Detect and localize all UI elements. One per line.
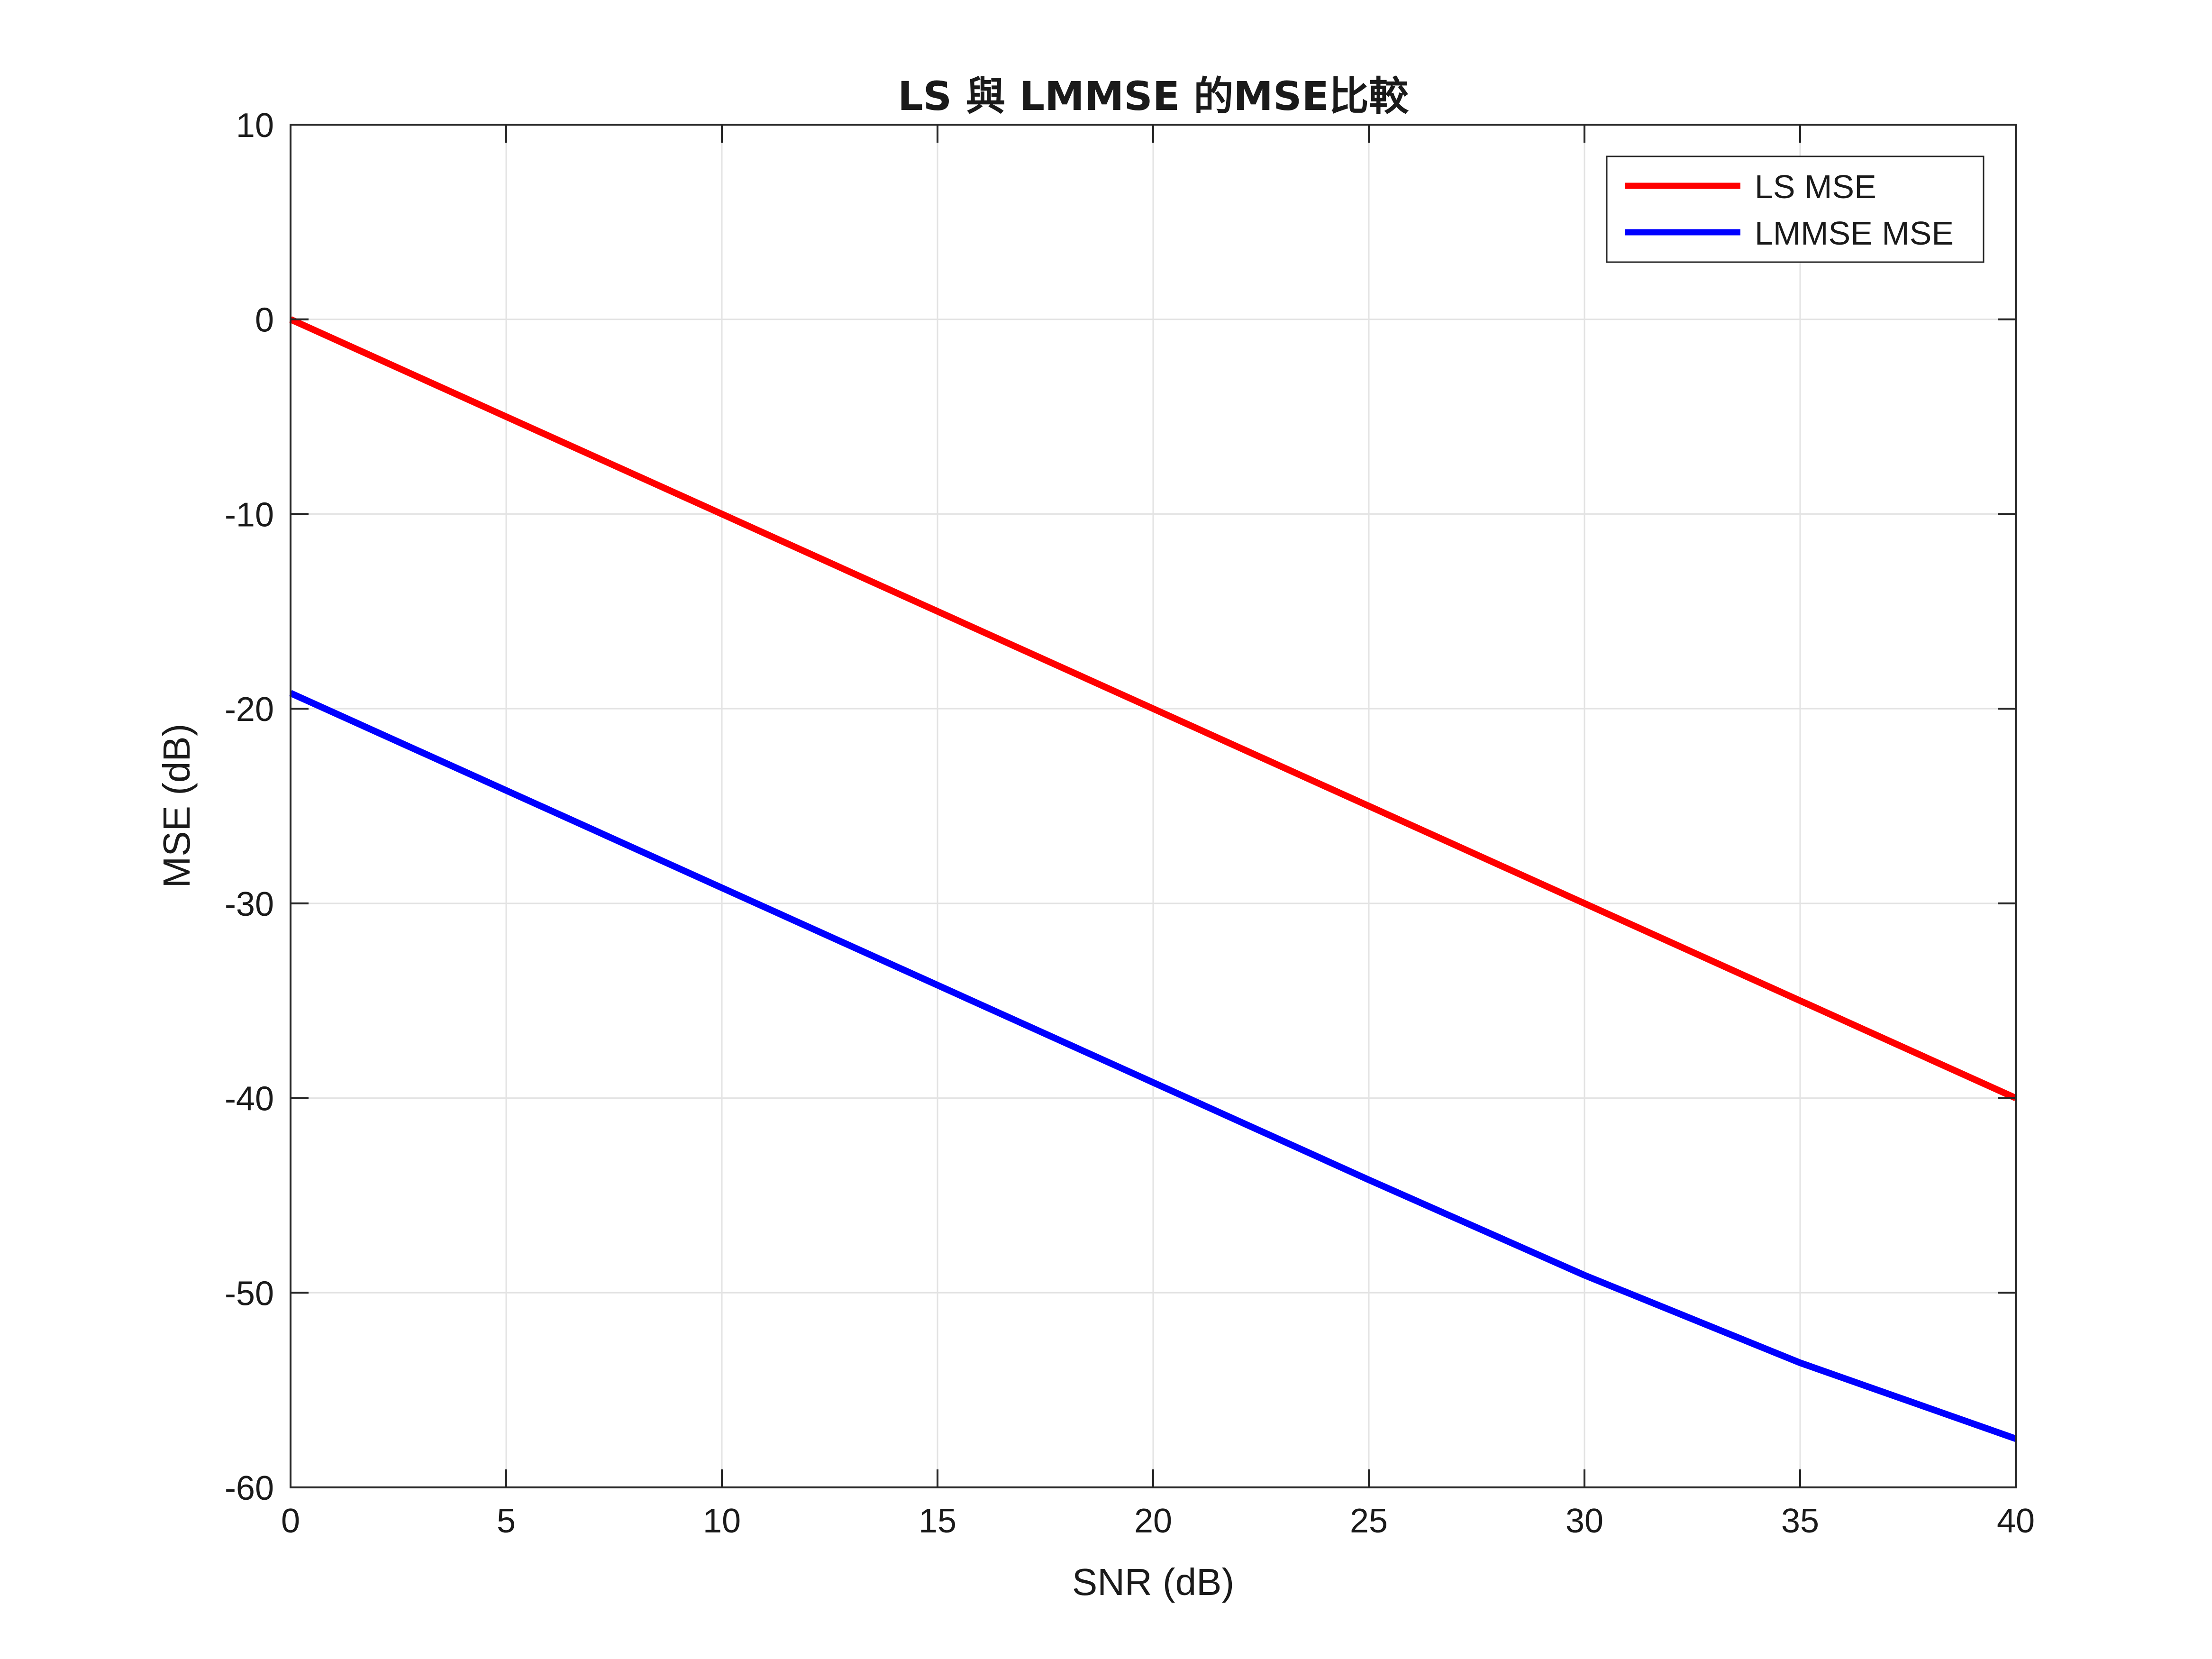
y-axis-label: MSE (dB) <box>155 724 198 888</box>
y-tick-label: -10 <box>225 496 274 534</box>
y-tick-label: -60 <box>225 1469 274 1507</box>
x-tick-label: 15 <box>919 1502 956 1540</box>
series-line-ls-mse <box>289 316 2017 1101</box>
x-tick-label: 35 <box>1781 1502 1819 1540</box>
y-tick-label: -30 <box>225 885 274 923</box>
y-tick-label: -50 <box>225 1275 274 1313</box>
x-tick-label: 40 <box>1997 1502 2035 1540</box>
x-tick-label: 5 <box>497 1502 516 1540</box>
legend-box <box>1606 155 1984 263</box>
series-lines <box>289 316 2017 1442</box>
y-tick-label: -40 <box>225 1080 274 1118</box>
y-tick-label: 0 <box>255 301 274 339</box>
y-tick-label: -20 <box>225 691 274 729</box>
x-tick-label: 0 <box>281 1502 300 1540</box>
legend: LS MSE LMMSE MSE <box>1606 155 1984 263</box>
x-tick-label: 20 <box>1134 1502 1172 1540</box>
x-tick-label: 25 <box>1350 1502 1388 1540</box>
x-tick-labels: 0 5 10 15 20 25 30 35 40 <box>281 1502 2035 1540</box>
y-tick-label: 10 <box>236 107 274 145</box>
series-line-lmmse-mse <box>289 690 2017 1442</box>
legend-label-ls: LS MSE <box>1755 168 1876 205</box>
x-tick-label: 30 <box>1566 1502 1603 1540</box>
x-axis-label: SNR (dB) <box>1072 1561 1234 1603</box>
y-tick-labels: 10 0 -10 -20 -30 -40 -50 -60 <box>225 107 274 1507</box>
chart-title: LS 與 LMMSE 的MSE比較 <box>898 73 1409 119</box>
legend-label-lmmse: LMMSE MSE <box>1755 215 1954 252</box>
x-tick-label: 10 <box>703 1502 741 1540</box>
axis-ticks <box>290 124 2017 1488</box>
